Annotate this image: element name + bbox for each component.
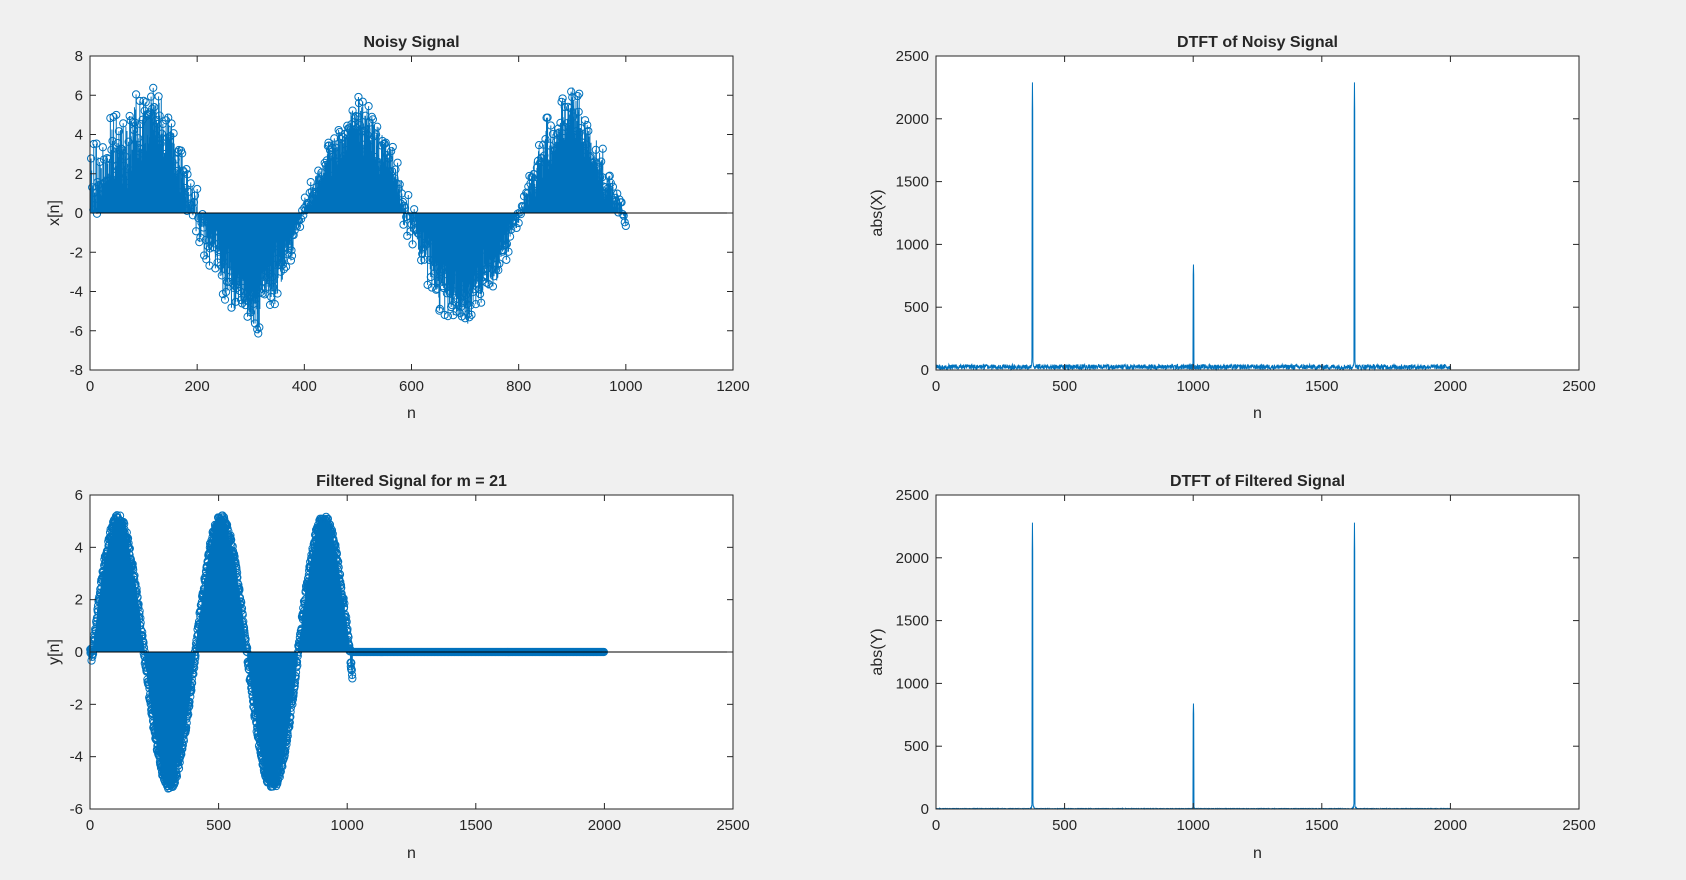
plot-title: DTFT of Noisy Signal — [1177, 34, 1338, 51]
x-tick-label: 600 — [399, 378, 424, 395]
y-tick-label: 0 — [75, 205, 83, 222]
y-axis-label: abs(Y) — [869, 628, 886, 675]
x-tick-label: 2000 — [588, 817, 621, 834]
stem-lines — [90, 87, 627, 334]
x-tick-label: 2000 — [1434, 817, 1467, 834]
y-tick-label: 1000 — [896, 675, 929, 692]
axes: 0 500 1000 1500 2000 2500 0 500 1000 1500 2000 2500 — [896, 48, 1596, 395]
x-tick-label: 1500 — [459, 817, 492, 834]
y-tick-label: -2 — [70, 696, 83, 713]
x-tick-label: 2500 — [1562, 378, 1595, 395]
y-tick-label: -6 — [70, 323, 83, 340]
plot-marks — [935, 82, 1452, 372]
subplot-dtft-noisy: 0 500 1000 1500 2000 2500 0 500 1000 1500 2000 2500… — [869, 34, 1596, 422]
y-tick-label: 4 — [75, 539, 83, 556]
stem-marker — [516, 210, 525, 219]
y-tick-label: 2 — [75, 592, 83, 609]
x-tick-label: 500 — [1052, 378, 1077, 395]
y-tick-label: 1000 — [896, 236, 929, 253]
x-tick-label: 0 — [932, 378, 940, 395]
axes: 0 500 1000 1500 2000 2500 -6 -4 -2 0 2 4 6 — [70, 487, 750, 834]
y-tick-label: 0 — [921, 801, 929, 818]
x-axis-label: n — [407, 405, 416, 422]
x-axis-label: n — [1253, 405, 1262, 422]
x-tick-label: 1000 — [1177, 817, 1210, 834]
axes-box — [935, 55, 1580, 371]
axes-box — [935, 494, 1580, 810]
x-axis-label: n — [407, 845, 416, 862]
axes: 0 200 400 600 800 1000 1200 -8 -6 -4 -2 0 2 4 6 8 — [70, 48, 750, 395]
y-tick-label: 0 — [75, 644, 83, 661]
y-tick-label: -4 — [70, 284, 83, 301]
x-tick-label: 500 — [1052, 817, 1077, 834]
y-tick-label: 2 — [75, 166, 83, 183]
subplot-noisy-signal: 0 200 400 600 800 1000 1200 -8 -6 -4 -2 0 2 4 6 8 Noisy… — [46, 34, 750, 422]
x-tick-label: 200 — [185, 378, 210, 395]
y-tick-label: 1500 — [896, 174, 929, 191]
plot-title: DTFT of Filtered Signal — [1170, 473, 1345, 490]
y-tick-label: 500 — [904, 299, 929, 316]
y-tick-label: 2500 — [896, 48, 929, 65]
x-tick-label: 1000 — [1177, 378, 1210, 395]
x-tick-label: 0 — [86, 378, 94, 395]
plot-title: Noisy Signal — [363, 34, 459, 51]
x-tick-label: 0 — [86, 817, 94, 834]
y-axis-label: abs(X) — [869, 189, 886, 236]
x-tick-label: 800 — [506, 378, 531, 395]
y-tick-label: -8 — [70, 362, 83, 379]
x-tick-label: 0 — [932, 817, 940, 834]
x-tick-label: 1000 — [331, 817, 364, 834]
x-tick-label: 1200 — [716, 378, 749, 395]
x-tick-label: 1000 — [609, 378, 642, 395]
y-tick-label: 0 — [921, 362, 929, 379]
x-tick-label: 400 — [292, 378, 317, 395]
subplot-filtered-signal: 0 500 1000 1500 2000 2500 -6 -4 -2 0 2 4 6 Filtered … — [46, 473, 750, 862]
x-tick-label: 2500 — [716, 817, 749, 834]
y-tick-label: -2 — [70, 244, 83, 261]
plot-area — [936, 495, 1579, 809]
y-tick-label: 6 — [75, 487, 83, 504]
x-axis-label: n — [1253, 845, 1262, 862]
y-tick-label: 2000 — [896, 111, 929, 128]
x-tick-label: 2000 — [1434, 378, 1467, 395]
y-tick-label: -4 — [70, 749, 83, 766]
axes: 0 500 1000 1500 2000 2500 0 500 1000 1500 2000 2500 — [896, 487, 1596, 834]
x-tick-label: 1500 — [1305, 817, 1338, 834]
y-tick-label: 2500 — [896, 487, 929, 504]
stem-marker — [619, 211, 628, 220]
y-axis-label: x[n] — [46, 200, 63, 226]
y-tick-label: 2000 — [896, 550, 929, 567]
y-tick-label: 1500 — [896, 613, 929, 630]
plot-marks — [86, 83, 733, 338]
y-axis-label: y[n] — [46, 639, 63, 665]
plot-marks — [86, 511, 733, 793]
y-tick-label: -6 — [70, 801, 83, 818]
plot-area — [936, 56, 1579, 370]
y-tick-label: 8 — [75, 48, 83, 65]
magnitude-line — [935, 82, 1452, 372]
x-tick-label: 1500 — [1305, 378, 1338, 395]
plot-title: Filtered Signal for m = 21 — [316, 473, 507, 490]
x-tick-label: 500 — [206, 817, 231, 834]
y-tick-label: 500 — [904, 738, 929, 755]
x-tick-label: 2500 — [1562, 817, 1595, 834]
stem-marker — [92, 209, 102, 218]
y-tick-label: 6 — [75, 87, 83, 104]
subplot-dtft-filtered: 0 500 1000 1500 2000 2500 0 500 1000 1500 2000 2500… — [869, 473, 1596, 862]
y-tick-label: 4 — [75, 127, 83, 144]
